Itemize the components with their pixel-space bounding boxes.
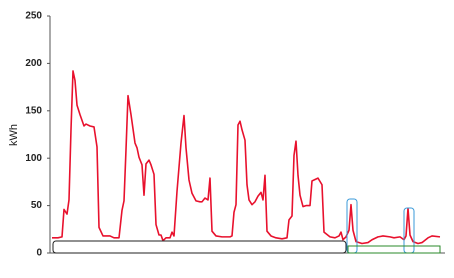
range-box — [347, 245, 441, 254]
y-axis-label: kWh — [8, 124, 20, 146]
y-tick-label: 200 — [25, 58, 42, 69]
plot — [52, 70, 441, 245]
data-line — [52, 70, 441, 245]
range-box — [52, 240, 347, 254]
y-tick-label: 50 — [31, 200, 43, 211]
y-tick-label: 250 — [25, 11, 42, 22]
y-tick-label: 0 — [36, 248, 42, 259]
y-tick-label: 100 — [25, 153, 42, 164]
y-tick-label: 150 — [25, 105, 42, 116]
